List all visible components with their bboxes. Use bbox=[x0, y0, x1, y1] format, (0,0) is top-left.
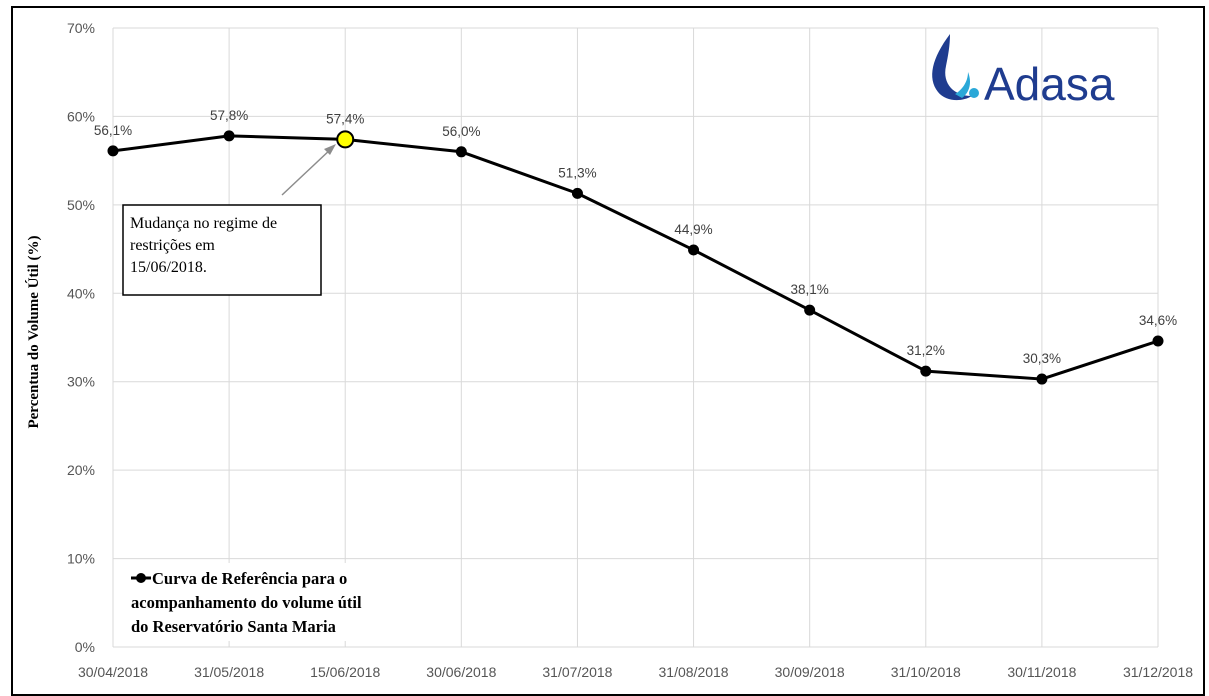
data-point bbox=[108, 145, 119, 156]
adasa-logo: Adasa bbox=[932, 34, 1115, 110]
x-tick-label: 31/12/2018 bbox=[1123, 664, 1193, 680]
x-tick-label: 31/10/2018 bbox=[891, 664, 961, 680]
grid-lines bbox=[113, 28, 1158, 647]
data-point bbox=[572, 188, 583, 199]
x-tick-label: 30/06/2018 bbox=[426, 664, 496, 680]
legend-line-2: acompanhamento do volume útil bbox=[131, 593, 362, 612]
x-axis-ticks: 30/04/2018 31/05/2018 15/06/2018 30/06/2018… bbox=[78, 664, 1193, 680]
legend-marker-swatch bbox=[136, 573, 146, 583]
data-label: 30,3% bbox=[1023, 351, 1061, 366]
data-label: 57,4% bbox=[326, 111, 364, 126]
water-wave-icon bbox=[955, 72, 970, 98]
annotation-arrow bbox=[282, 148, 332, 195]
annotation-line-3: 15/06/2018. bbox=[130, 259, 207, 276]
data-point bbox=[456, 146, 467, 157]
x-tick-label: 31/05/2018 bbox=[194, 664, 264, 680]
x-tick-label: 30/11/2018 bbox=[1007, 664, 1076, 680]
data-point bbox=[1036, 374, 1047, 385]
data-label: 51,3% bbox=[558, 165, 596, 180]
y-tick-label: 20% bbox=[67, 462, 95, 478]
x-tick-label: 30/04/2018 bbox=[78, 664, 148, 680]
data-point bbox=[920, 366, 931, 377]
x-tick-label: 31/07/2018 bbox=[542, 664, 612, 680]
legend-line-1: Curva de Referência para o bbox=[152, 569, 347, 588]
x-tick-label: 30/09/2018 bbox=[775, 664, 845, 680]
water-dot-icon bbox=[969, 88, 979, 98]
data-label: 38,1% bbox=[791, 282, 829, 297]
logo-text: Adasa bbox=[984, 58, 1115, 110]
annotation-line-2: restrições em bbox=[130, 237, 215, 254]
data-point bbox=[688, 244, 699, 255]
data-label: 34,6% bbox=[1139, 313, 1177, 328]
y-axis-label: Percentua do Volume Útil (%) bbox=[25, 235, 42, 428]
highlighted-data-point bbox=[337, 131, 353, 147]
data-point bbox=[1153, 336, 1164, 347]
x-tick-label: 15/06/2018 bbox=[310, 664, 380, 680]
y-tick-label: 10% bbox=[67, 551, 95, 567]
y-tick-label: 50% bbox=[67, 197, 95, 213]
data-label: 44,9% bbox=[674, 222, 712, 237]
legend-line-3: do Reservatório Santa Maria bbox=[131, 617, 336, 636]
y-tick-label: 0% bbox=[75, 639, 95, 655]
y-axis-ticks: 0% 10% 20% 30% 40% 50% 60% 70% bbox=[67, 20, 95, 655]
legend: Curva de Referência para o acompanhament… bbox=[120, 563, 432, 641]
x-tick-label: 31/08/2018 bbox=[659, 664, 729, 680]
y-tick-label: 60% bbox=[67, 108, 95, 124]
data-label: 31,2% bbox=[907, 343, 945, 358]
y-tick-label: 70% bbox=[67, 20, 95, 36]
data-label: 56,1% bbox=[94, 123, 132, 138]
data-point bbox=[224, 130, 235, 141]
y-tick-label: 30% bbox=[67, 374, 95, 390]
data-point bbox=[804, 305, 815, 316]
data-label: 57,8% bbox=[210, 108, 248, 123]
y-tick-label: 40% bbox=[67, 285, 95, 301]
annotation-line-1: Mudança no regime de bbox=[130, 215, 277, 232]
data-label: 56,0% bbox=[442, 124, 480, 139]
